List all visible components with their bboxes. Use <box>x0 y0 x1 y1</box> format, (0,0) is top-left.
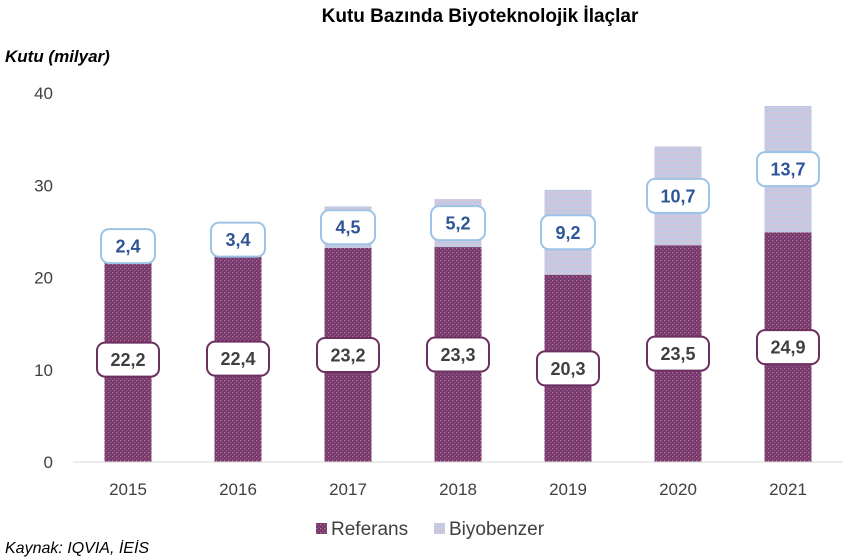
x-tick-label: 2020 <box>659 480 697 499</box>
data-label-biyobenzer: 10,7 <box>660 186 695 206</box>
data-label-box-referans <box>536 350 600 387</box>
y-tick-label: 10 <box>34 361 53 380</box>
data-label-referans: 22,4 <box>220 349 255 369</box>
data-label-referans: 23,3 <box>440 345 475 365</box>
data-label-box-biyobenzer <box>100 228 156 265</box>
x-tick-label: 2019 <box>549 480 587 499</box>
x-tick-label: 2018 <box>439 480 477 499</box>
data-label-biyobenzer: 4,5 <box>335 218 360 238</box>
data-label-biyobenzer: 2,4 <box>115 237 140 257</box>
legend-label-referans: Referans <box>331 519 408 540</box>
data-label-box-biyobenzer <box>210 221 266 258</box>
legend: Referans Biyobenzer <box>316 519 545 540</box>
data-label-referans: 23,2 <box>330 345 365 365</box>
data-label-biyobenzer: 3,4 <box>225 230 250 250</box>
data-label-box-biyobenzer <box>320 209 376 246</box>
x-axis-ticks: 2015 2016 2017 2018 2019 2020 2021 <box>109 480 807 499</box>
legend-label-biyobenzer: Biyobenzer <box>449 519 545 540</box>
data-label-biyobenzer: 9,2 <box>555 223 580 243</box>
y-axis-ticks: 0 10 20 30 40 <box>34 84 53 472</box>
data-label-box-referans <box>96 341 160 378</box>
y-tick-label: 30 <box>34 176 53 195</box>
data-label-referans: 23,5 <box>660 344 695 364</box>
data-label-box-referans <box>646 335 710 372</box>
x-tick-label: 2015 <box>109 480 147 499</box>
data-label-biyobenzer: 13,7 <box>770 160 805 180</box>
chart-title: Kutu Bazında Biyoteknolojik İlaçlar <box>322 6 639 27</box>
data-label-box-referans <box>756 329 820 366</box>
y-tick-label: 0 <box>44 453 53 472</box>
data-label-box-referans <box>316 336 380 373</box>
x-tick-label: 2021 <box>769 480 807 499</box>
data-label-referans: 24,9 <box>770 338 805 358</box>
source-note: Kaynak: IQVIA, İEİS <box>5 538 149 557</box>
x-tick-label: 2016 <box>219 480 257 499</box>
data-label-referans: 22,2 <box>110 350 145 370</box>
y-tick-label: 20 <box>34 269 53 288</box>
data-label-referans: 20,3 <box>550 359 585 379</box>
data-labels: 22,2 2,4 22,4 3,4 23,2 4,5 23,3 5,2 20,3 9,2 23,5 1… <box>96 151 820 387</box>
data-label-box-biyobenzer <box>540 214 596 251</box>
data-label-box-referans <box>206 340 270 377</box>
x-tick-label: 2017 <box>329 480 367 499</box>
y-axis-label: Kutu (milyar) <box>5 47 110 66</box>
data-label-box-referans <box>426 336 490 373</box>
y-tick-label: 40 <box>34 84 53 103</box>
data-label-box-biyobenzer <box>646 177 710 214</box>
data-label-biyobenzer: 5,2 <box>445 214 470 234</box>
legend-swatch-referans <box>316 523 327 534</box>
bars-group <box>104 105 812 462</box>
data-label-box-biyobenzer <box>430 205 486 242</box>
legend-swatch-biyobenzer <box>434 523 445 534</box>
data-label-box-biyobenzer <box>756 151 820 188</box>
